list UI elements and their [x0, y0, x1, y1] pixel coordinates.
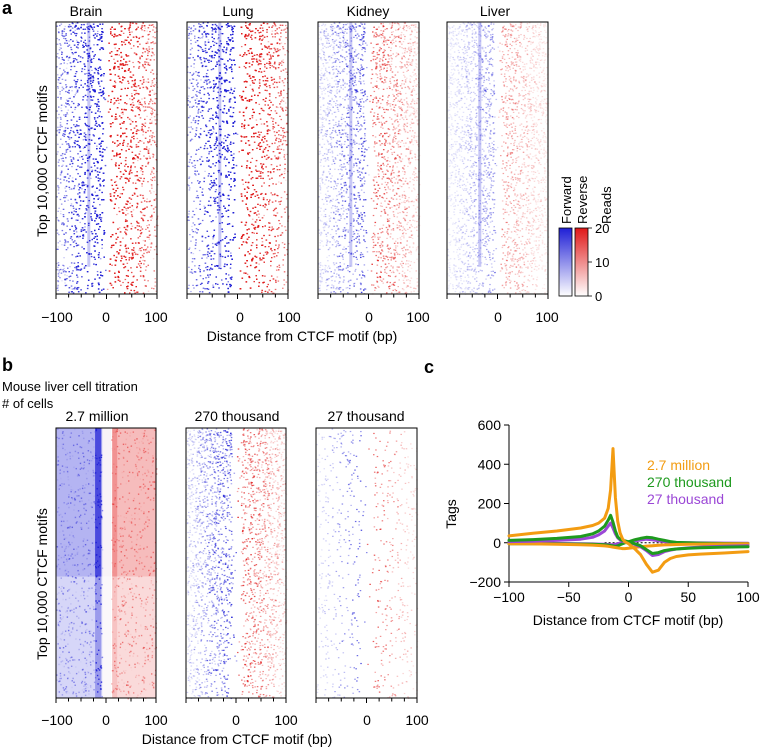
- b-xtick-0-a: 0: [102, 712, 110, 728]
- tissue-title-brain: Brain: [70, 3, 103, 19]
- colorbar-title: Reads: [599, 186, 614, 224]
- panel-b-xticks: −100 0 100 0 100 0 100: [41, 712, 429, 728]
- a-xtick-0-lung: 0: [236, 309, 244, 325]
- b-xtick-100-a: 100: [144, 712, 168, 728]
- heatmap-2-7-million-background: [56, 428, 156, 698]
- ytick-label: 0: [493, 535, 501, 551]
- colorbar-forward-label: Forward: [559, 176, 574, 224]
- heatmap-27-thousand-ticks: [315, 698, 418, 703]
- a-xtick-0-brain: 0: [102, 309, 110, 325]
- panel-a-xticks: −100 0 100 0 100 0 100 0 100: [41, 309, 559, 325]
- tissue-title-kidney: Kidney: [347, 3, 390, 19]
- legend-2-7-million: 2.7 million: [647, 457, 710, 473]
- tissue-title-liver: Liver: [480, 3, 511, 19]
- heatmap-2-7-million-reads: [56, 428, 158, 700]
- heatmap-kidney-ticks: [317, 294, 420, 299]
- series-line-2-7-million-reverse: [507, 542, 750, 551]
- panel-b: b Mouse liver cell titration # of cells …: [2, 355, 429, 747]
- panel-b-ylabel: Top 10,000 CTCF motifs: [34, 508, 50, 660]
- legend: 2.7 million 270 thousand 27 thousand: [647, 457, 732, 507]
- panel-b-title: Mouse liver cell titration: [2, 379, 138, 394]
- heatmap-brain-reads: [56, 22, 159, 295]
- ytick-label: 400: [478, 456, 502, 472]
- colorbar-tick-20: 20: [595, 221, 609, 236]
- heatmap-lung-ticks: [186, 294, 289, 299]
- heatmap-liver-reads: [447, 22, 550, 296]
- panel-c: c −200 0 200 400 600 −100 −50 0 50 100 2.7 millio…: [424, 357, 760, 628]
- panel-a-xlabel: Distance from CTCF motif (bp): [207, 328, 398, 344]
- legend-27-thousand: 27 thousand: [647, 491, 724, 507]
- legend-270-thousand: 270 thousand: [647, 474, 732, 490]
- colorbar-reverse: [574, 227, 589, 297]
- heatmap-270-thousand-ticks: [185, 698, 287, 703]
- heatmap-270-thousand-background: [186, 428, 286, 698]
- ytick-label: 200: [478, 496, 502, 512]
- b-xtick-neg100: −100: [41, 712, 73, 728]
- heatmap-lung-reads: [187, 22, 290, 295]
- colorbar-forward: [558, 227, 573, 297]
- a-xtick-0-liver: 0: [494, 309, 502, 325]
- colorbar-tick-10: 10: [595, 255, 609, 270]
- xtick-label: 100: [736, 589, 760, 605]
- heatmap-2-7-million: [55, 427, 158, 703]
- ytick-label: 600: [478, 417, 502, 433]
- heatmap-liver-ticks: [446, 294, 549, 299]
- heatmap-2-7-million-ticks: [55, 698, 157, 703]
- sample-title-270-thousand: 270 thousand: [195, 408, 280, 424]
- heatmap-kidney: [317, 21, 421, 299]
- b-xtick-0-b: 0: [232, 712, 240, 728]
- panel-c-label: c: [424, 357, 434, 377]
- tissue-title-lung: Lung: [222, 3, 253, 19]
- a-xtick-0-kidney: 0: [365, 309, 373, 325]
- heatmap-kidney-reads: [318, 22, 421, 295]
- xtick-label: −50: [557, 589, 581, 605]
- xtick-label: 50: [680, 589, 696, 605]
- a-xtick-100-brain: 100: [144, 309, 168, 325]
- ytick-label: −200: [469, 574, 501, 590]
- panel-b-label: b: [2, 355, 13, 375]
- xtick-label: −100: [493, 589, 525, 605]
- heatmap-brain-ticks: [55, 294, 158, 299]
- heatmap-lung: [186, 21, 290, 299]
- panel-a-ylabel: Top 10,000 CTCF motifs: [34, 85, 50, 237]
- a-xtick-100-kidney: 100: [406, 309, 430, 325]
- b-xtick-100-c: 100: [405, 712, 429, 728]
- a-xtick-100-lung: 100: [277, 309, 301, 325]
- heatmap-270-thousand: [185, 427, 288, 703]
- b-xtick-0-c: 0: [363, 712, 371, 728]
- heatmap-brain: [55, 21, 159, 299]
- colorbar-reverse-label: Reverse: [575, 176, 590, 224]
- heatmap-27-thousand: [315, 427, 419, 703]
- heatmap-27-thousand-background: [316, 428, 417, 698]
- panel-c-ylabel: Tags: [443, 499, 459, 529]
- colorbar-tick-0: 0: [595, 289, 602, 304]
- panel-a: a Brain Lung Kidney Liver Top 10,000 CTC…: [2, 0, 614, 344]
- a-xtick-neg100: −100: [41, 309, 73, 325]
- series-line-2-7-million-forward: [507, 447, 750, 574]
- panel-c-xlabel: Distance from CTCF motif (bp): [533, 612, 724, 628]
- heatmap-liver: [446, 21, 550, 299]
- xtick-label: 0: [625, 589, 633, 605]
- sample-title-2-7-million: 2.7 million: [65, 408, 128, 424]
- panel-b-xlabel: Distance from CTCF motif (bp): [142, 731, 333, 747]
- b-xtick-100-b: 100: [274, 712, 298, 728]
- panel-a-label: a: [2, 0, 13, 18]
- sample-title-27-thousand: 27 thousand: [327, 408, 404, 424]
- panel-b-subtitle: # of cells: [2, 396, 54, 411]
- line-plot: −200 0 200 400 600 −100 −50 0 50 100: [469, 417, 759, 605]
- heatmap-270-thousand-reads: [186, 428, 288, 700]
- a-xtick-100-liver: 100: [535, 309, 559, 325]
- heatmap-27-thousand-reads: [316, 428, 419, 700]
- colorbar: 20 10 0 Forward Reverse Reads: [558, 176, 614, 304]
